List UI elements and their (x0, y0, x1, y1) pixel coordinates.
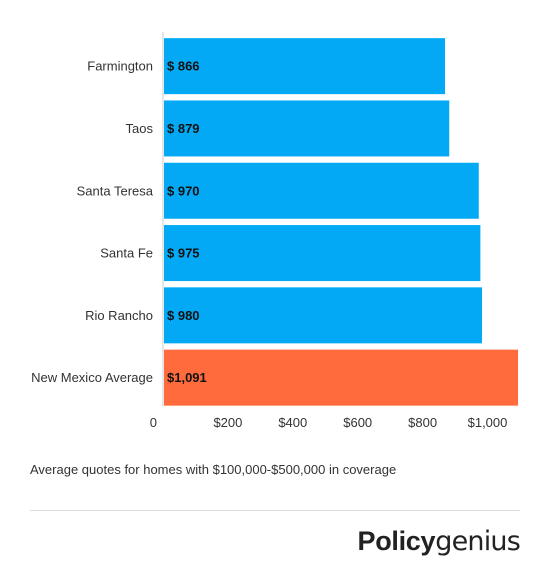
value-label-santa-fe: $ 975 (167, 246, 200, 261)
category-label-farmington: Farmington (87, 59, 153, 74)
brand-part-1: Policy (357, 526, 436, 556)
bar-rio-rancho (164, 287, 483, 344)
x-tick-label: $400 (278, 415, 307, 430)
category-label-rio-rancho: Rio Rancho (85, 308, 153, 323)
value-label-farmington: $ 866 (167, 59, 200, 74)
x-tick-label: $1,000 (468, 415, 508, 430)
divider (30, 510, 520, 511)
x-tick-label: $800 (408, 415, 437, 430)
bar-farmington (164, 38, 446, 95)
chart-caption: Average quotes for homes with $100,000-$… (30, 462, 397, 477)
value-label-taos: $ 879 (167, 121, 200, 136)
bar-new-mexico-average (164, 349, 519, 406)
bar-santa-teresa (164, 162, 479, 219)
x-tick-label: $600 (343, 415, 372, 430)
brand-part-2: genius (435, 526, 521, 557)
brand-logo: Policygenius (358, 526, 521, 557)
bar-santa-fe (164, 225, 481, 282)
category-label-taos: Taos (126, 121, 154, 136)
value-label-new-mexico-average: $1,091 (167, 370, 207, 385)
value-label-santa-teresa: $ 970 (167, 183, 200, 198)
x-tick-label: $200 (213, 415, 242, 430)
category-label-santa-teresa: Santa Teresa (77, 183, 154, 198)
x-tick-label: 0 (150, 415, 157, 430)
category-label-new-mexico-average: New Mexico Average (31, 370, 153, 385)
bar-taos (164, 100, 450, 157)
value-label-rio-rancho: $ 980 (167, 308, 200, 323)
bar-chart: Farmington $ 866 Taos $ 879 Santa Teresa $ 97… (31, 32, 519, 430)
category-label-santa-fe: Santa Fe (100, 246, 153, 261)
